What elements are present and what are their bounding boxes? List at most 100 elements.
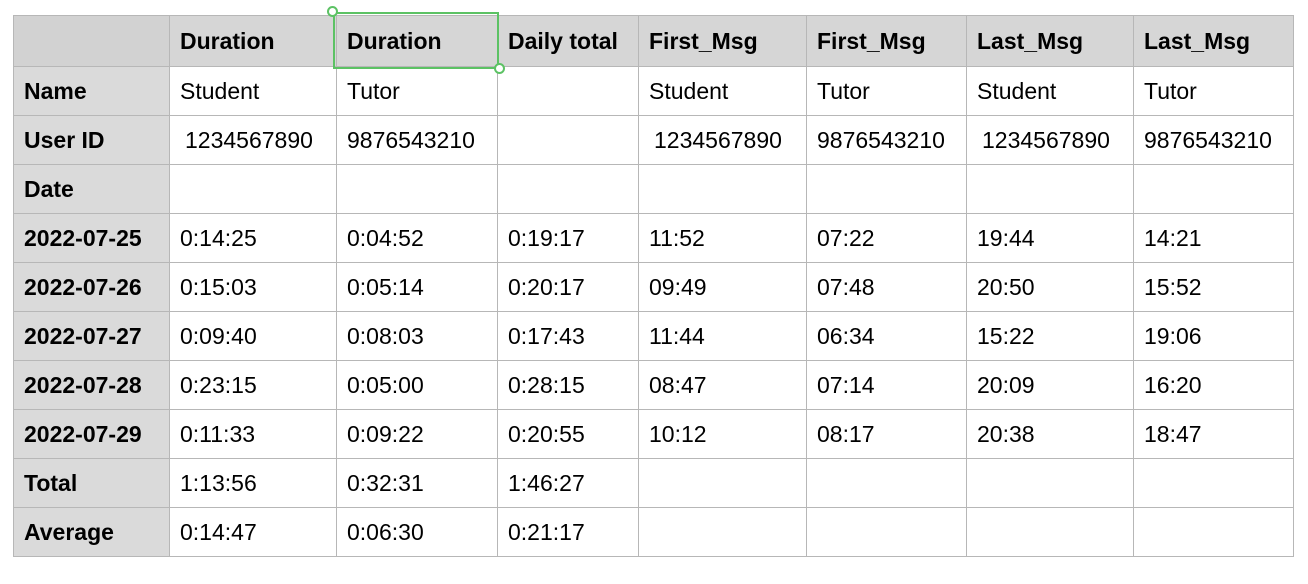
- table-row: Average 0:14:47 0:06:30 0:21:17: [13, 507, 1294, 557]
- table-cell[interactable]: [638, 507, 807, 557]
- table-cell[interactable]: 0:06:30: [336, 507, 498, 557]
- row-header-cell[interactable]: 2022-07-28: [13, 360, 170, 410]
- column-header-cell[interactable]: First_Msg: [638, 15, 807, 67]
- table-cell[interactable]: [497, 66, 639, 116]
- column-header-cell[interactable]: Last_Msg: [966, 15, 1134, 67]
- table-cell[interactable]: 0:05:14: [336, 262, 498, 312]
- table-cell[interactable]: 19:44: [966, 213, 1134, 263]
- table-cell[interactable]: 07:22: [806, 213, 967, 263]
- selection-handle-top-left[interactable]: [327, 6, 338, 17]
- table-cell[interactable]: 10:12: [638, 409, 807, 459]
- table-cell[interactable]: [806, 507, 967, 557]
- table-cell[interactable]: 0:09:22: [336, 409, 498, 459]
- column-header-cell[interactable]: Duration: [336, 15, 498, 67]
- table-cell[interactable]: Student: [169, 66, 337, 116]
- header-row: Duration Duration Daily total First_Msg Firs…: [13, 15, 1294, 67]
- table-cell[interactable]: 20:38: [966, 409, 1134, 459]
- column-header-cell[interactable]: First_Msg: [806, 15, 967, 67]
- table-cell[interactable]: 0:28:15: [497, 360, 639, 410]
- table-cell[interactable]: 0:20:17: [497, 262, 639, 312]
- table-cell[interactable]: 0:14:25: [169, 213, 337, 263]
- table-cell[interactable]: 08:47: [638, 360, 807, 410]
- column-header-cell[interactable]: Last_Msg: [1133, 15, 1294, 67]
- table-cell[interactable]: Student: [966, 66, 1134, 116]
- table-cell[interactable]: 15:52: [1133, 262, 1294, 312]
- table-cell[interactable]: 0:15:03: [169, 262, 337, 312]
- table-cell[interactable]: 1234567890: [638, 115, 807, 165]
- table-cell[interactable]: 9876543210: [336, 115, 498, 165]
- table-cell[interactable]: 0:32:31: [336, 458, 498, 508]
- row-header-cell[interactable]: 2022-07-29: [13, 409, 170, 459]
- table-cell[interactable]: [806, 458, 967, 508]
- column-header-cell[interactable]: Duration: [169, 15, 337, 67]
- table-cell[interactable]: [966, 164, 1134, 214]
- table-cell[interactable]: 1234567890: [169, 115, 337, 165]
- table-cell[interactable]: [497, 115, 639, 165]
- table-cell[interactable]: [806, 164, 967, 214]
- table-cell[interactable]: 20:50: [966, 262, 1134, 312]
- table-cell[interactable]: 1:46:27: [497, 458, 639, 508]
- table-cell[interactable]: [638, 164, 807, 214]
- row-header-cell[interactable]: User ID: [13, 115, 170, 165]
- table-cell[interactable]: 9876543210: [1133, 115, 1294, 165]
- table-row: 2022-07-27 0:09:40 0:08:03 0:17:43 11:44 06:3…: [13, 311, 1294, 361]
- table-row: 2022-07-29 0:11:33 0:09:22 0:20:55 10:12 08:1…: [13, 409, 1294, 459]
- table-cell[interactable]: 0:09:40: [169, 311, 337, 361]
- table-cell[interactable]: 07:14: [806, 360, 967, 410]
- table-row: Total 1:13:56 0:32:31 1:46:27: [13, 458, 1294, 508]
- table-cell[interactable]: 0:21:17: [497, 507, 639, 557]
- table-cell[interactable]: 09:49: [638, 262, 807, 312]
- table-cell[interactable]: 08:17: [806, 409, 967, 459]
- table-cell[interactable]: [638, 458, 807, 508]
- row-header-cell[interactable]: Name: [13, 66, 170, 116]
- table-cell[interactable]: [1133, 164, 1294, 214]
- table-cell[interactable]: Student: [638, 66, 807, 116]
- table-cell[interactable]: 11:44: [638, 311, 807, 361]
- cell-selection-outline[interactable]: [333, 12, 499, 69]
- row-header-cell[interactable]: 2022-07-25: [13, 213, 170, 263]
- table-cell[interactable]: 0:14:47: [169, 507, 337, 557]
- table-cell[interactable]: 0:04:52: [336, 213, 498, 263]
- row-header-cell[interactable]: 2022-07-26: [13, 262, 170, 312]
- table-cell[interactable]: 0:11:33: [169, 409, 337, 459]
- row-header-cell[interactable]: Average: [13, 507, 170, 557]
- table-cell[interactable]: 16:20: [1133, 360, 1294, 410]
- row-header-cell[interactable]: 2022-07-27: [13, 311, 170, 361]
- table-cell[interactable]: 0:19:17: [497, 213, 639, 263]
- row-header-cell[interactable]: Date: [13, 164, 170, 214]
- table-cell[interactable]: Tutor: [806, 66, 967, 116]
- table-cell[interactable]: 11:52: [638, 213, 807, 263]
- table-cell[interactable]: 18:47: [1133, 409, 1294, 459]
- table-cell[interactable]: [497, 164, 639, 214]
- table-cell[interactable]: Tutor: [1133, 66, 1294, 116]
- table-row: 2022-07-25 0:14:25 0:04:52 0:19:17 11:52 07:2…: [13, 213, 1294, 263]
- table-row: 2022-07-26 0:15:03 0:05:14 0:20:17 09:49 07:4…: [13, 262, 1294, 312]
- table-row: Date: [13, 164, 1294, 214]
- table-cell[interactable]: 1:13:56: [169, 458, 337, 508]
- table-cell[interactable]: [966, 507, 1134, 557]
- table-cell[interactable]: 0:08:03: [336, 311, 498, 361]
- table-cell[interactable]: [1133, 458, 1294, 508]
- corner-cell[interactable]: [13, 15, 170, 67]
- table-cell[interactable]: 06:34: [806, 311, 967, 361]
- table-cell[interactable]: 0:17:43: [497, 311, 639, 361]
- row-header-cell[interactable]: Total: [13, 458, 170, 508]
- table-cell[interactable]: 20:09: [966, 360, 1134, 410]
- table-cell[interactable]: 19:06: [1133, 311, 1294, 361]
- table-cell[interactable]: 15:22: [966, 311, 1134, 361]
- table-cell[interactable]: 0:23:15: [169, 360, 337, 410]
- table-cell[interactable]: [169, 164, 337, 214]
- table-cell[interactable]: 07:48: [806, 262, 967, 312]
- table-cell[interactable]: [966, 458, 1134, 508]
- table-cell[interactable]: 0:05:00: [336, 360, 498, 410]
- column-header-cell[interactable]: Daily total: [497, 15, 639, 67]
- table-cell[interactable]: Tutor: [336, 66, 498, 116]
- table-cell[interactable]: 14:21: [1133, 213, 1294, 263]
- table-cell[interactable]: 0:20:55: [497, 409, 639, 459]
- table-cell[interactable]: 1234567890: [966, 115, 1134, 165]
- table-cell[interactable]: [336, 164, 498, 214]
- table-row: 2022-07-28 0:23:15 0:05:00 0:28:15 08:47 07:1…: [13, 360, 1294, 410]
- selection-handle-bottom-right[interactable]: [494, 63, 505, 74]
- table-cell[interactable]: 9876543210: [806, 115, 967, 165]
- table-cell[interactable]: [1133, 507, 1294, 557]
